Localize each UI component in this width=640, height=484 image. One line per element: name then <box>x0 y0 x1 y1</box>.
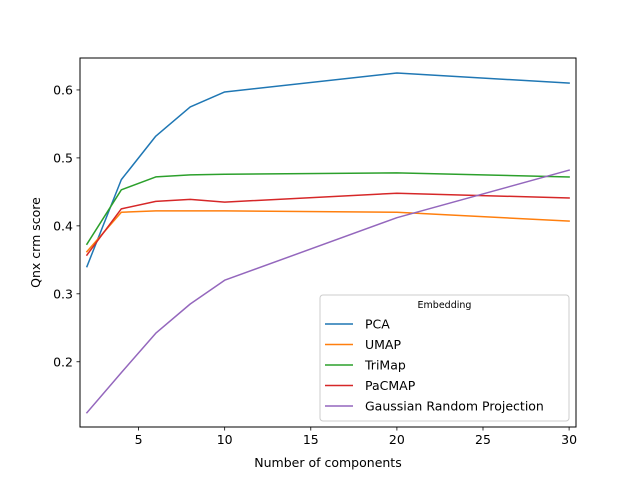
series-line-pca <box>85 72 570 268</box>
x-tick-label: 10 <box>217 432 233 447</box>
y-tick-label: 0.6 <box>53 82 73 97</box>
plot-frame <box>79 57 577 428</box>
x-tick-label: 25 <box>475 432 491 447</box>
x-axis-label: Number of components <box>254 455 401 470</box>
legend-title: Embedding <box>418 300 472 311</box>
series-line-gaussian-random-projection <box>85 169 571 414</box>
x-tick-label: 15 <box>303 432 319 447</box>
legend: Embedding PCA UMAP TriMap PaCMAP Gaussian Ra… <box>319 294 570 422</box>
x-tick-label: 30 <box>561 432 577 447</box>
legend-entry-label: PaCMAP <box>365 378 416 393</box>
legend-entry-label: TriMap <box>364 358 406 373</box>
legend-entry-label: UMAP <box>365 337 401 352</box>
x-tick-label: 5 <box>135 432 143 447</box>
series-layer <box>85 72 571 414</box>
x-tick-label: 20 <box>389 432 405 447</box>
legend-entry-label: Gaussian Random Projection <box>365 399 544 414</box>
y-tick-label: 0.5 <box>53 150 73 165</box>
legend-entry-label: PCA <box>365 317 390 332</box>
y-tick-label: 0.2 <box>53 354 73 369</box>
legend-box <box>319 294 570 422</box>
series-line-pacmap <box>85 192 570 257</box>
y-axis-label: Qnx crm score <box>28 197 43 288</box>
axes-layer: 5 10 15 20 25 30 0.2 0.3 0.4 0.5 0.6 <box>53 82 577 447</box>
series-line-trimap <box>85 172 570 246</box>
series-line-umap <box>85 210 570 253</box>
y-tick-label: 0.3 <box>53 286 73 301</box>
y-tick-label: 0.4 <box>53 218 73 233</box>
